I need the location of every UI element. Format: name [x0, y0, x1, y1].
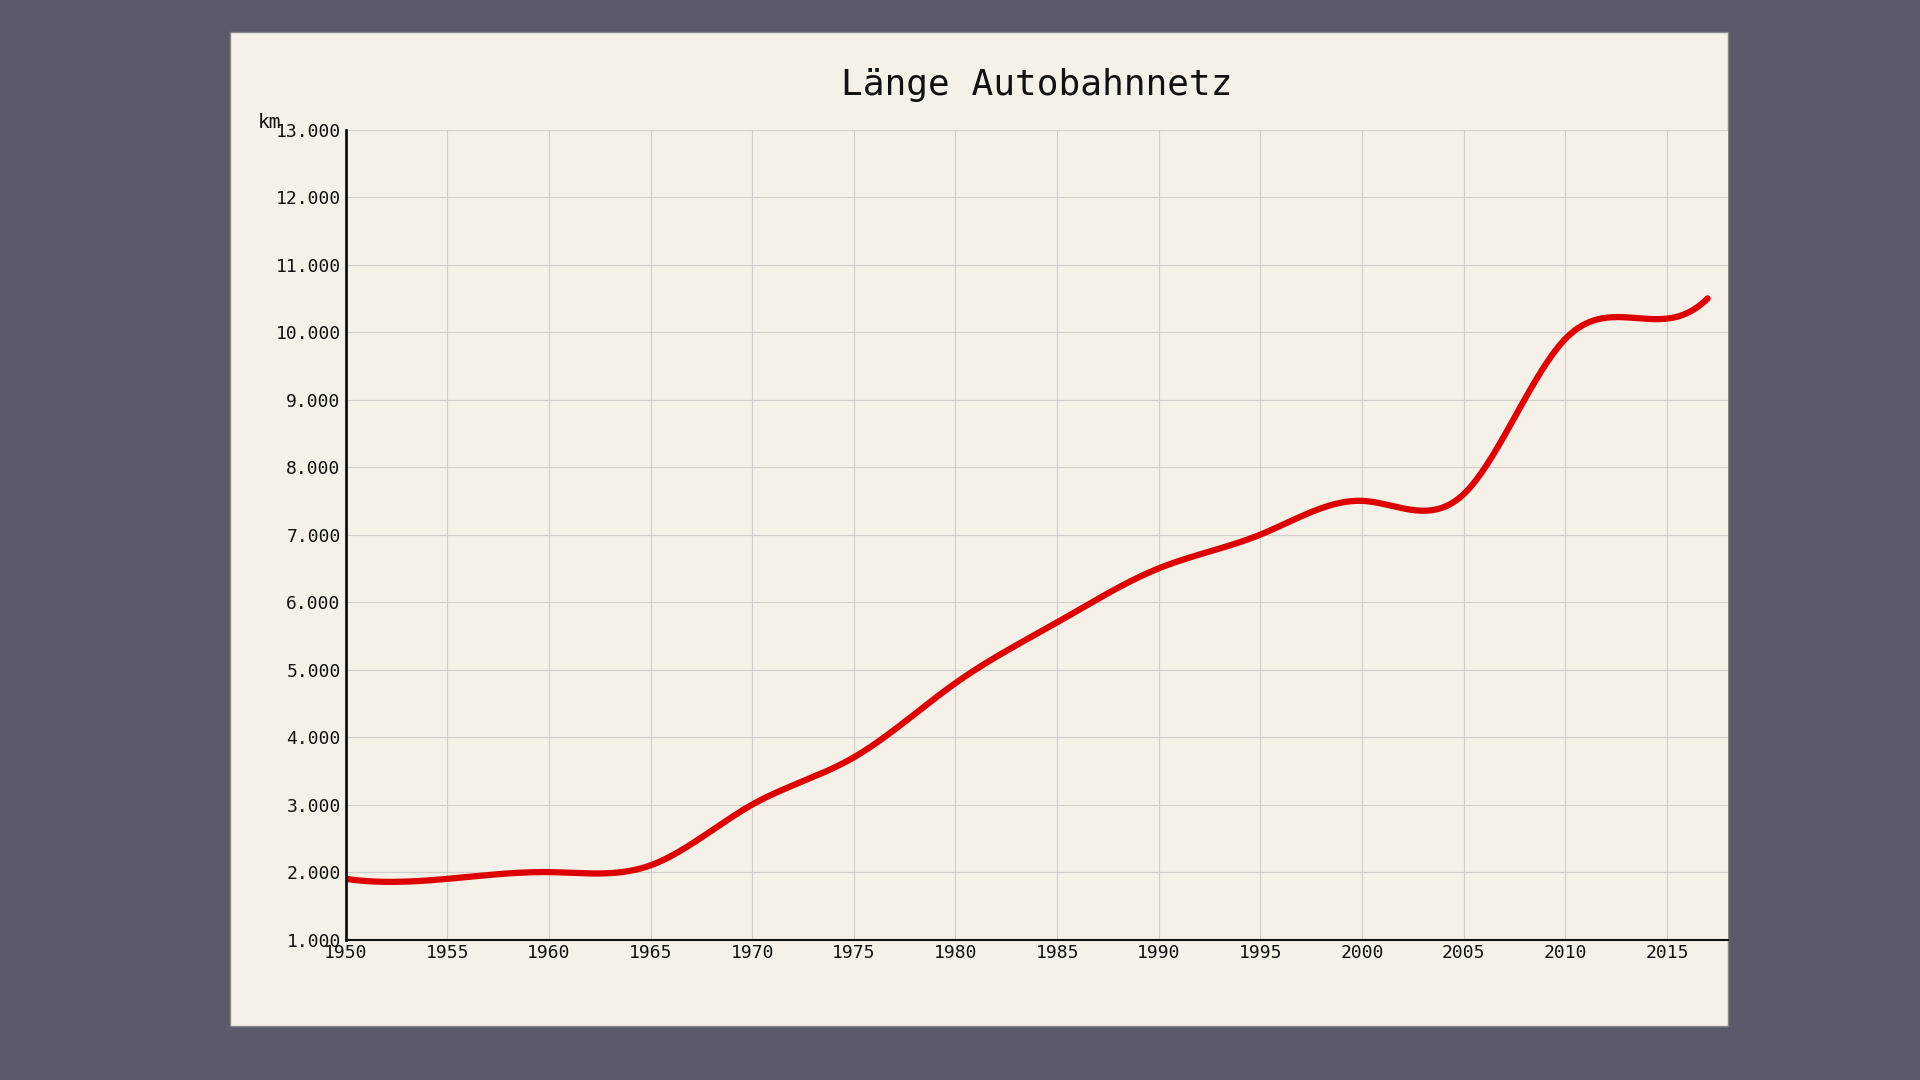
Title: Länge Autobahnnetz: Länge Autobahnnetz [841, 68, 1233, 102]
Y-axis label: km: km [257, 113, 282, 133]
